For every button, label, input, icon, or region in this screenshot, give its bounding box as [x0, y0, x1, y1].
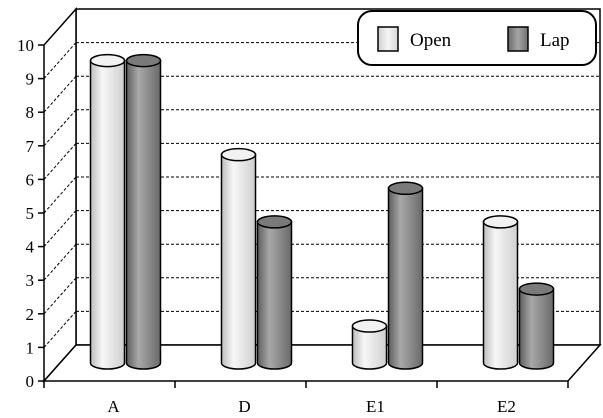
bar-cap	[256, 215, 293, 229]
y-tick-label: 0	[26, 372, 35, 391]
y-tick-label: 1	[26, 338, 35, 357]
bar-lap-e1	[387, 181, 424, 370]
y-tick-label: 7	[26, 137, 35, 156]
bar-cap	[125, 53, 162, 68]
bar-cap	[482, 215, 519, 229]
bar-cap	[387, 181, 424, 196]
legend-box	[357, 10, 597, 66]
y-tick-label: 10	[17, 36, 34, 55]
bar-body	[89, 59, 126, 370]
gridline-side	[43, 109, 77, 147]
x-tick-label: A	[107, 397, 120, 416]
legend-label-open: Open	[410, 30, 452, 51]
bar-open-a	[89, 53, 126, 370]
gridline-side	[43, 277, 77, 315]
gridline-side	[43, 210, 77, 247]
x-tick-label: E2	[497, 397, 516, 416]
bar-body	[351, 325, 388, 370]
y-tick-label: 6	[26, 170, 35, 189]
bar-lap-d	[256, 215, 293, 370]
y-tick-label: 5	[26, 204, 35, 223]
bar-open-d	[220, 147, 257, 370]
gridline-side	[43, 42, 77, 79]
legend-label-lap: Lap	[540, 30, 570, 51]
legend-swatch-open	[377, 26, 399, 52]
y-tick-label: 3	[26, 271, 35, 290]
y-tick-label: 4	[26, 238, 35, 257]
side-wall	[43, 7, 77, 383]
bar-body	[482, 221, 519, 370]
y-axis: 0 1 2 3 4 5 6 7 8 9 10	[17, 36, 44, 391]
gridline-side	[43, 176, 77, 214]
x-tick-label: D	[238, 397, 250, 416]
bar-lap-e2	[518, 282, 555, 370]
gridline-side	[43, 75, 77, 113]
bar-lap-a	[125, 53, 162, 370]
bar-body	[125, 59, 162, 370]
bar-body	[387, 187, 424, 370]
legend: Open Lap	[357, 10, 597, 66]
y-tick-label: 9	[26, 70, 35, 89]
bars	[89, 53, 555, 370]
bar-open-e2	[482, 215, 519, 370]
y-tick-label: 8	[26, 103, 35, 122]
x-axis: A D E1 E2	[43, 381, 569, 416]
bar-body	[256, 221, 293, 370]
x-tick-label: E1	[366, 397, 385, 416]
y-tick-label: 2	[26, 305, 35, 324]
floor	[42, 344, 602, 382]
bar-body	[518, 288, 555, 370]
gridline-side	[43, 143, 77, 180]
bar-open-e1	[351, 319, 388, 370]
bar-cap	[89, 53, 126, 68]
gridline-side	[43, 311, 77, 348]
bar-body	[220, 153, 257, 370]
bar-cap	[351, 319, 388, 333]
bar-cap	[518, 282, 555, 296]
legend-swatch-lap	[507, 26, 529, 52]
gridline-side	[43, 243, 77, 281]
bar-cap	[220, 147, 257, 162]
